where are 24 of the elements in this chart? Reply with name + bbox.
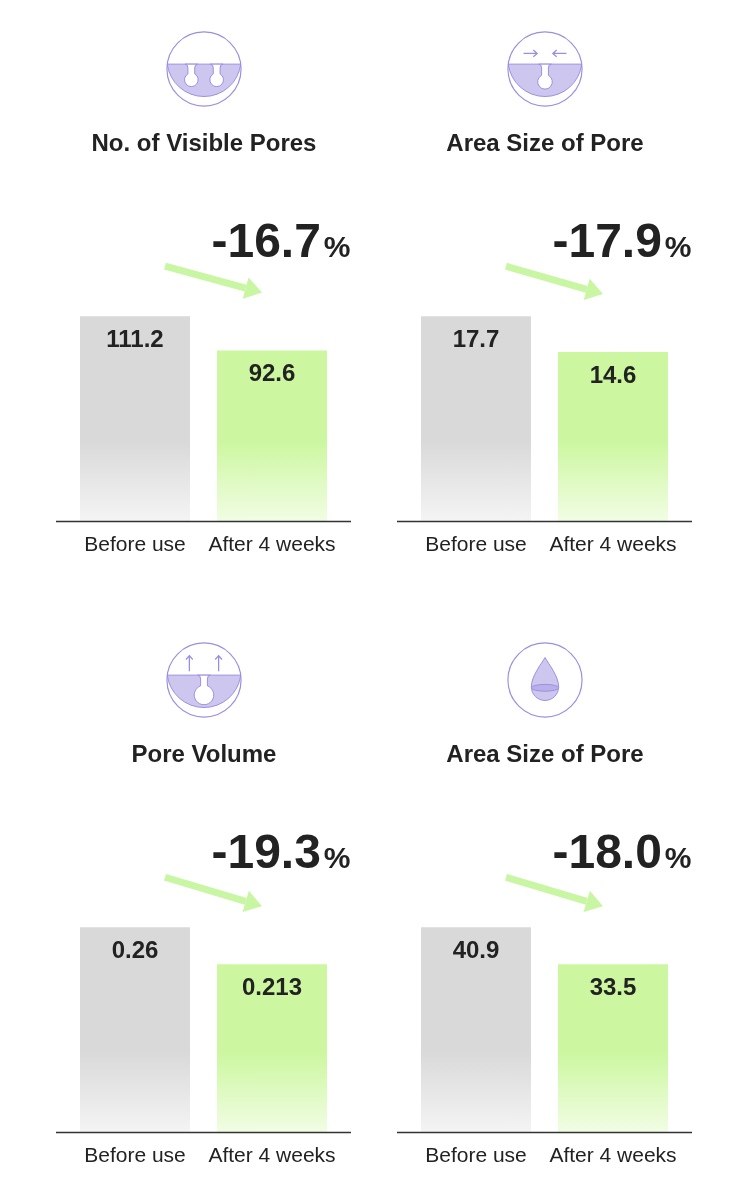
text: -19.3% — [211, 825, 351, 878]
text: -17.9% — [552, 214, 692, 267]
x-tick-label: After 4 weeks — [549, 532, 677, 556]
data-label: 14.6 — [589, 360, 637, 388]
x-tick-label: After 4 weeks — [549, 1143, 677, 1167]
chart-title: No. of Visible Pores — [90, 128, 318, 158]
text: -18.0% — [552, 825, 692, 878]
chart-title: Area Size of Pore — [445, 739, 645, 769]
data-label: 17.7 — [452, 324, 500, 352]
data-label: 40.9 — [452, 935, 500, 963]
data-label: 0.26 — [111, 935, 159, 963]
x-tick-label: After 4 weeks — [208, 532, 336, 556]
chart-title: Area Size of Pore — [445, 128, 645, 158]
data-label: 92.6 — [248, 359, 296, 387]
data-label: 111.2 — [106, 324, 164, 352]
x-tick-label: Before use — [84, 1143, 186, 1167]
x-tick-label: After 4 weeks — [208, 1143, 336, 1167]
chart-title: Pore Volume — [130, 739, 278, 769]
x-tick-label: Before use — [84, 532, 186, 556]
data-label: 33.5 — [589, 972, 637, 1000]
data-label: 0.213 — [241, 972, 303, 1000]
text: -16.7% — [211, 214, 351, 267]
x-tick-label: Before use — [425, 1143, 527, 1167]
x-tick-label: Before use — [425, 532, 527, 556]
